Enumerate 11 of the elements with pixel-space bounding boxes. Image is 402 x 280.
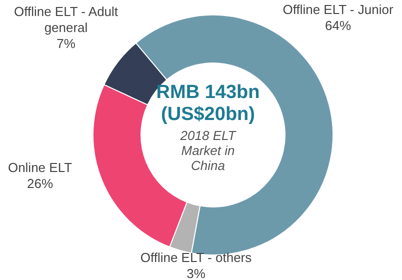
data-label: 3%: [186, 266, 206, 280]
slice-label: Offline ELT - Adult general: [14, 4, 118, 35]
data-label: 26%: [26, 176, 54, 191]
slice-label: Offline ELT - others: [140, 250, 252, 265]
text: RMB 143bn: [155, 82, 261, 104]
data-label: 7%: [56, 36, 76, 51]
data-label: 64%: [324, 18, 352, 33]
text: (US$20bn): [160, 104, 256, 126]
slice-label: Online ELT: [8, 160, 72, 175]
text: 2018 ELT Market in China: [179, 128, 238, 173]
slice-label: Offline ELT - Junior: [282, 2, 394, 17]
